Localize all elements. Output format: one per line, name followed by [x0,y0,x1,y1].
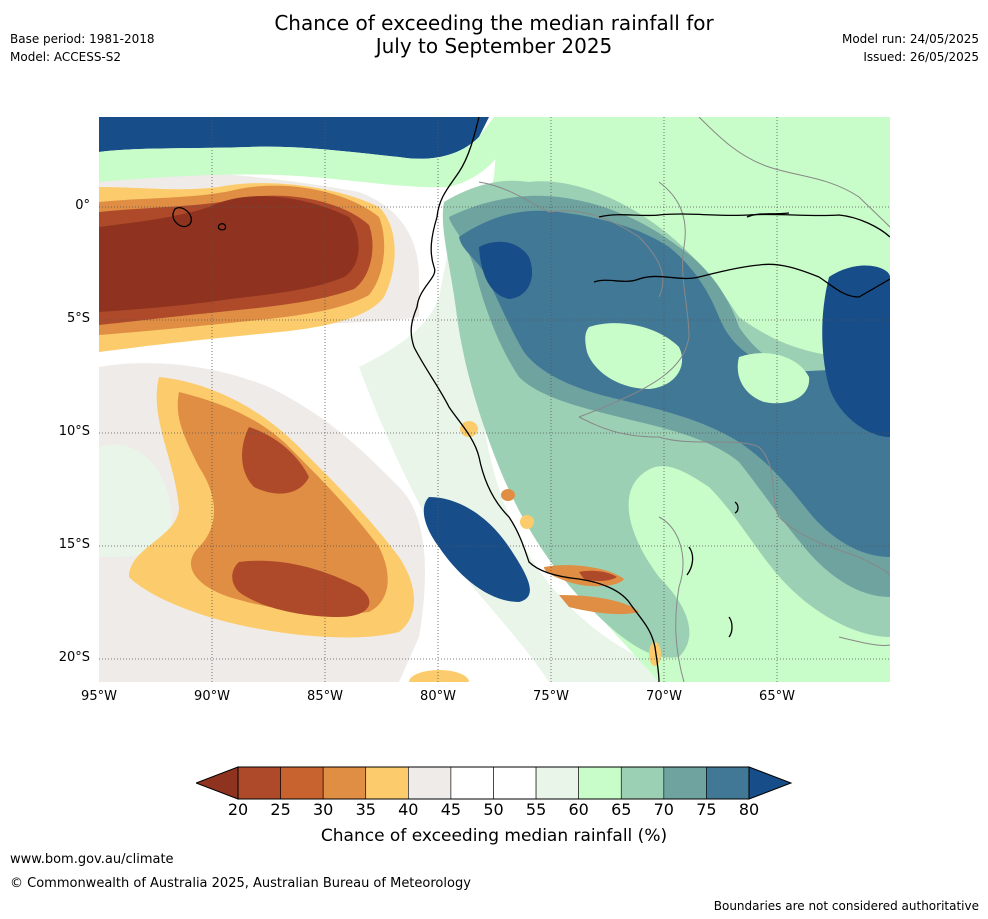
coastal-dry-specks [409,421,661,682]
colorbar-label: Chance of exceeding median rainfall (%) [320,826,668,846]
colorbar-high-arrow [748,766,793,800]
lon-tick-95w: 95°W [81,689,117,704]
colorbar-tick-label: 50 [483,800,504,819]
colorbar-tick-label: 20 [227,800,249,819]
colorbar-cell [408,766,452,800]
colorbar-cell [663,766,707,800]
colorbar-tick-label: 80 [738,800,760,819]
page-title: Chance of exceeding the median rainfall … [0,12,988,58]
colorbar-low-arrow [194,766,239,800]
green-patch-continent [585,323,810,404]
lon-tick-90w: 90°W [194,689,230,704]
colorbar-cell [535,766,579,800]
colorbar-svg [194,766,793,800]
orange-region-south [177,392,388,614]
brown-region-south [232,427,370,617]
lon-tick-70w: 70°W [646,689,682,704]
colorbar-cell [237,766,281,800]
colorbar-tick-label: 25 [270,800,291,819]
lat-tick-0: 0° [75,198,90,213]
lat-tick-10s: 10°S [58,424,90,439]
lon-tick-80w: 80°W [420,689,456,704]
lon-tick-65w: 65°W [759,689,795,704]
very-high-region-continent [423,241,890,602]
colorbar-cell [620,766,665,800]
issued-label: Issued: 26/05/2025 [863,50,979,64]
colorbar-tick-label: 75 [696,800,717,819]
green-band-nw [99,117,519,188]
colorbar-outline [237,766,750,800]
lon-tick-75w: 75°W [533,689,569,704]
title-line-2: July to September 2025 [375,34,613,58]
colorbar-tick-label: 45 [440,800,462,819]
colorbar-tick-label: 40 [398,800,419,819]
map-canvas [99,117,890,682]
colorbar-tick-label: 35 [355,800,376,819]
lat-tick-5s: 5°S [66,311,90,326]
lowest-region-equatorial [99,196,359,312]
colorbar [194,766,794,804]
colorbar-cell [280,766,324,800]
meta-left: Base period: 1981-2018 Model: ACCESS-S2 [10,30,155,66]
country-borders [478,117,890,682]
map-gridlines [99,117,890,682]
lat-tick-20s: 20°S [58,650,90,665]
lon-tick-85w: 85°W [307,689,343,704]
colorbar-tick-label: 65 [611,800,632,819]
footer-url: www.bom.gov.au/climate [10,852,174,867]
model-run-label: Model run: 24/05/2025 [841,32,979,46]
pale-green-region-coast [359,245,659,682]
colorbar-cell [706,766,750,800]
colorbar-tick-label: 55 [525,800,547,819]
coastline [172,117,890,682]
colorbar-cell [322,766,367,800]
blue-region-continent [459,210,890,557]
rainfall-map [99,117,890,682]
pale-green-region-sw [99,444,172,557]
colorbar-cell [578,766,622,800]
colorbar-tick-label: 70 [653,800,674,819]
footer-copyright: © Commonwealth of Australia 2025, Austra… [10,876,471,891]
meta-right: Model run: 24/05/2025 Issued: 26/05/2025 [842,30,979,66]
colorbar-tick-label: 30 [313,800,334,819]
lat-tick-15s: 15°S [58,537,90,552]
title-line-1: Chance of exceeding the median rainfall … [274,11,714,35]
footer-note: Boundaries are not considered authoritat… [713,899,979,913]
high-chance-region-nw [99,117,489,159]
colorbar-cell [493,766,537,800]
base-period-label: Base period: 1981-2018 [10,32,155,46]
colorbar-cell [450,766,494,800]
colorbar-cell [365,766,409,800]
colorbar-tick-label: 60 [568,800,589,819]
model-label: Model: ACCESS-S2 [10,50,122,64]
